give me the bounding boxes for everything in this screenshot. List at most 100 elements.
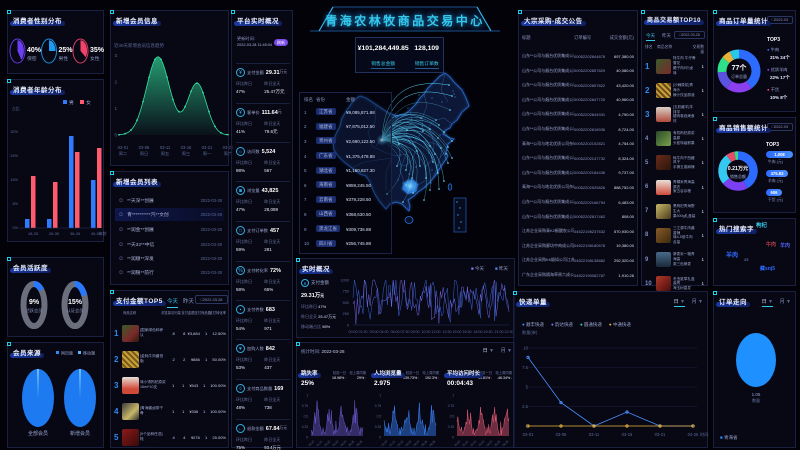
svg-text:05:25: 05:25 bbox=[420, 439, 428, 447]
svg-text:活跃会员: 活跃会员 bbox=[26, 307, 43, 314]
svg-text:全部会员: 全部会员 bbox=[28, 430, 48, 437]
svg-text:04:24: 04:24 bbox=[412, 439, 420, 447]
svg-text:男性: 男性 bbox=[59, 55, 69, 62]
svg-text:订单总量: 订单总量 bbox=[731, 73, 747, 79]
svg-text:03-16: 03-16 bbox=[622, 432, 633, 437]
svg-text:03:23: 03:23 bbox=[331, 439, 339, 447]
svg-text:02:22: 02:22 bbox=[323, 439, 331, 447]
svg-text:0.25: 0.25 bbox=[302, 425, 308, 429]
svg-text:250: 250 bbox=[343, 312, 349, 316]
svg-text:女性: 女性 bbox=[90, 55, 100, 62]
svg-text:2: 2 bbox=[114, 80, 117, 85]
svg-text:22:30: 22:30 bbox=[505, 330, 514, 334]
svg-text:18:00: 18:00 bbox=[474, 330, 483, 334]
svg-text:网页版: 网页版 bbox=[61, 350, 73, 356]
svg-text:占比: 占比 bbox=[12, 106, 20, 111]
svg-text:周六: 周六 bbox=[224, 150, 232, 157]
svg-text:750: 750 bbox=[343, 290, 349, 294]
svg-text:25%: 25% bbox=[59, 47, 74, 54]
svg-text:03-06: 03-06 bbox=[556, 432, 567, 437]
svg-text:03-06: 03-06 bbox=[139, 145, 150, 150]
svg-text:06:26: 06:26 bbox=[355, 439, 363, 447]
svg-text:46-55: 46-55 bbox=[91, 231, 102, 236]
svg-text:13:30: 13:30 bbox=[443, 330, 452, 334]
svg-text:03-11: 03-11 bbox=[160, 145, 171, 150]
svg-text:01:30: 01:30 bbox=[359, 330, 368, 334]
svg-text:2.5: 2.5 bbox=[522, 404, 528, 409]
svg-text:女: 女 bbox=[86, 99, 91, 106]
svg-text:0.21万元: 0.21万元 bbox=[728, 165, 749, 172]
svg-text:新增会员: 新增会员 bbox=[70, 430, 90, 437]
svg-text:03:23: 03:23 bbox=[477, 439, 485, 447]
svg-text:0: 0 bbox=[379, 435, 381, 439]
svg-text:10:30: 10:30 bbox=[422, 330, 431, 334]
svg-text:36-45: 36-45 bbox=[70, 231, 81, 236]
svg-text:7.5: 7.5 bbox=[522, 365, 528, 370]
svg-text:09:00: 09:00 bbox=[411, 330, 420, 334]
svg-text:04:30: 04:30 bbox=[380, 330, 389, 334]
svg-text:03-01: 03-01 bbox=[118, 145, 129, 150]
svg-text:01:21: 01:21 bbox=[388, 439, 396, 447]
svg-text:5: 5 bbox=[526, 385, 529, 390]
svg-text:06:26: 06:26 bbox=[501, 439, 509, 447]
svg-text:16%: 16% bbox=[10, 178, 18, 182]
svg-text:05:25: 05:25 bbox=[347, 439, 355, 447]
svg-text:24%: 24% bbox=[10, 154, 18, 158]
svg-text:3: 3 bbox=[114, 53, 117, 58]
svg-text:07:30: 07:30 bbox=[401, 330, 410, 334]
svg-text:周五: 周五 bbox=[161, 151, 169, 157]
svg-text:00:20: 00:20 bbox=[307, 439, 315, 447]
svg-text:16:30: 16:30 bbox=[463, 330, 472, 334]
svg-text:06:26: 06:26 bbox=[428, 439, 436, 447]
svg-text:03:00: 03:00 bbox=[370, 330, 379, 334]
svg-text:03-16: 03-16 bbox=[181, 145, 192, 150]
svg-text:03:23: 03:23 bbox=[404, 439, 412, 447]
svg-text:0.75: 0.75 bbox=[375, 404, 381, 408]
svg-text:02:22: 02:22 bbox=[469, 439, 477, 447]
svg-text:35%: 35% bbox=[90, 47, 105, 54]
svg-text:0.5: 0.5 bbox=[304, 414, 309, 418]
svg-text:1: 1 bbox=[379, 393, 381, 397]
svg-text:19:30: 19:30 bbox=[484, 330, 493, 334]
svg-text:04:24: 04:24 bbox=[339, 439, 347, 447]
svg-text:1.05: 1.05 bbox=[752, 392, 761, 397]
svg-text:数量: 数量 bbox=[752, 397, 760, 403]
svg-text:0.5: 0.5 bbox=[450, 414, 455, 418]
svg-text:18-25: 18-25 bbox=[28, 231, 39, 236]
svg-text:时间: 时间 bbox=[700, 431, 708, 438]
svg-text:03-21: 03-21 bbox=[202, 145, 213, 150]
svg-text:0.5: 0.5 bbox=[377, 414, 382, 418]
svg-text:03-01: 03-01 bbox=[523, 432, 534, 437]
svg-text:15:00: 15:00 bbox=[453, 330, 462, 334]
svg-text:04:24: 04:24 bbox=[485, 439, 493, 447]
svg-text:年龄: 年龄 bbox=[99, 231, 107, 236]
svg-text:0: 0 bbox=[114, 133, 117, 138]
svg-text:0: 0 bbox=[347, 323, 349, 327]
svg-text:8%: 8% bbox=[13, 202, 19, 206]
svg-text:0.25: 0.25 bbox=[448, 425, 454, 429]
svg-text:02:22: 02:22 bbox=[396, 439, 404, 447]
svg-text:03-11: 03-11 bbox=[589, 432, 600, 437]
svg-text:00:20: 00:20 bbox=[453, 439, 461, 447]
svg-text:01:21: 01:21 bbox=[315, 439, 323, 447]
svg-text:数量(单): 数量(单) bbox=[522, 329, 538, 336]
svg-text:26-35: 26-35 bbox=[49, 231, 60, 236]
svg-text:周一: 周一 bbox=[203, 151, 211, 157]
svg-text:0.25: 0.25 bbox=[375, 425, 381, 429]
svg-text:0.75: 0.75 bbox=[448, 404, 454, 408]
svg-text:03-26: 03-26 bbox=[688, 432, 699, 437]
svg-text:周日: 周日 bbox=[140, 151, 148, 157]
svg-text:06:00: 06:00 bbox=[391, 330, 400, 334]
svg-text:1: 1 bbox=[114, 106, 117, 111]
svg-text:1000: 1000 bbox=[341, 278, 349, 282]
svg-text:周二: 周二 bbox=[119, 151, 127, 157]
svg-text:77个: 77个 bbox=[732, 63, 748, 72]
svg-text:03-21: 03-21 bbox=[655, 432, 666, 437]
svg-text:10: 10 bbox=[523, 346, 528, 351]
svg-text:32%: 32% bbox=[10, 130, 18, 134]
svg-text:1: 1 bbox=[306, 393, 308, 397]
svg-text:01:21: 01:21 bbox=[461, 439, 469, 447]
svg-text:15%: 15% bbox=[68, 299, 83, 306]
svg-text:1: 1 bbox=[452, 393, 454, 397]
svg-text:0: 0 bbox=[452, 435, 454, 439]
